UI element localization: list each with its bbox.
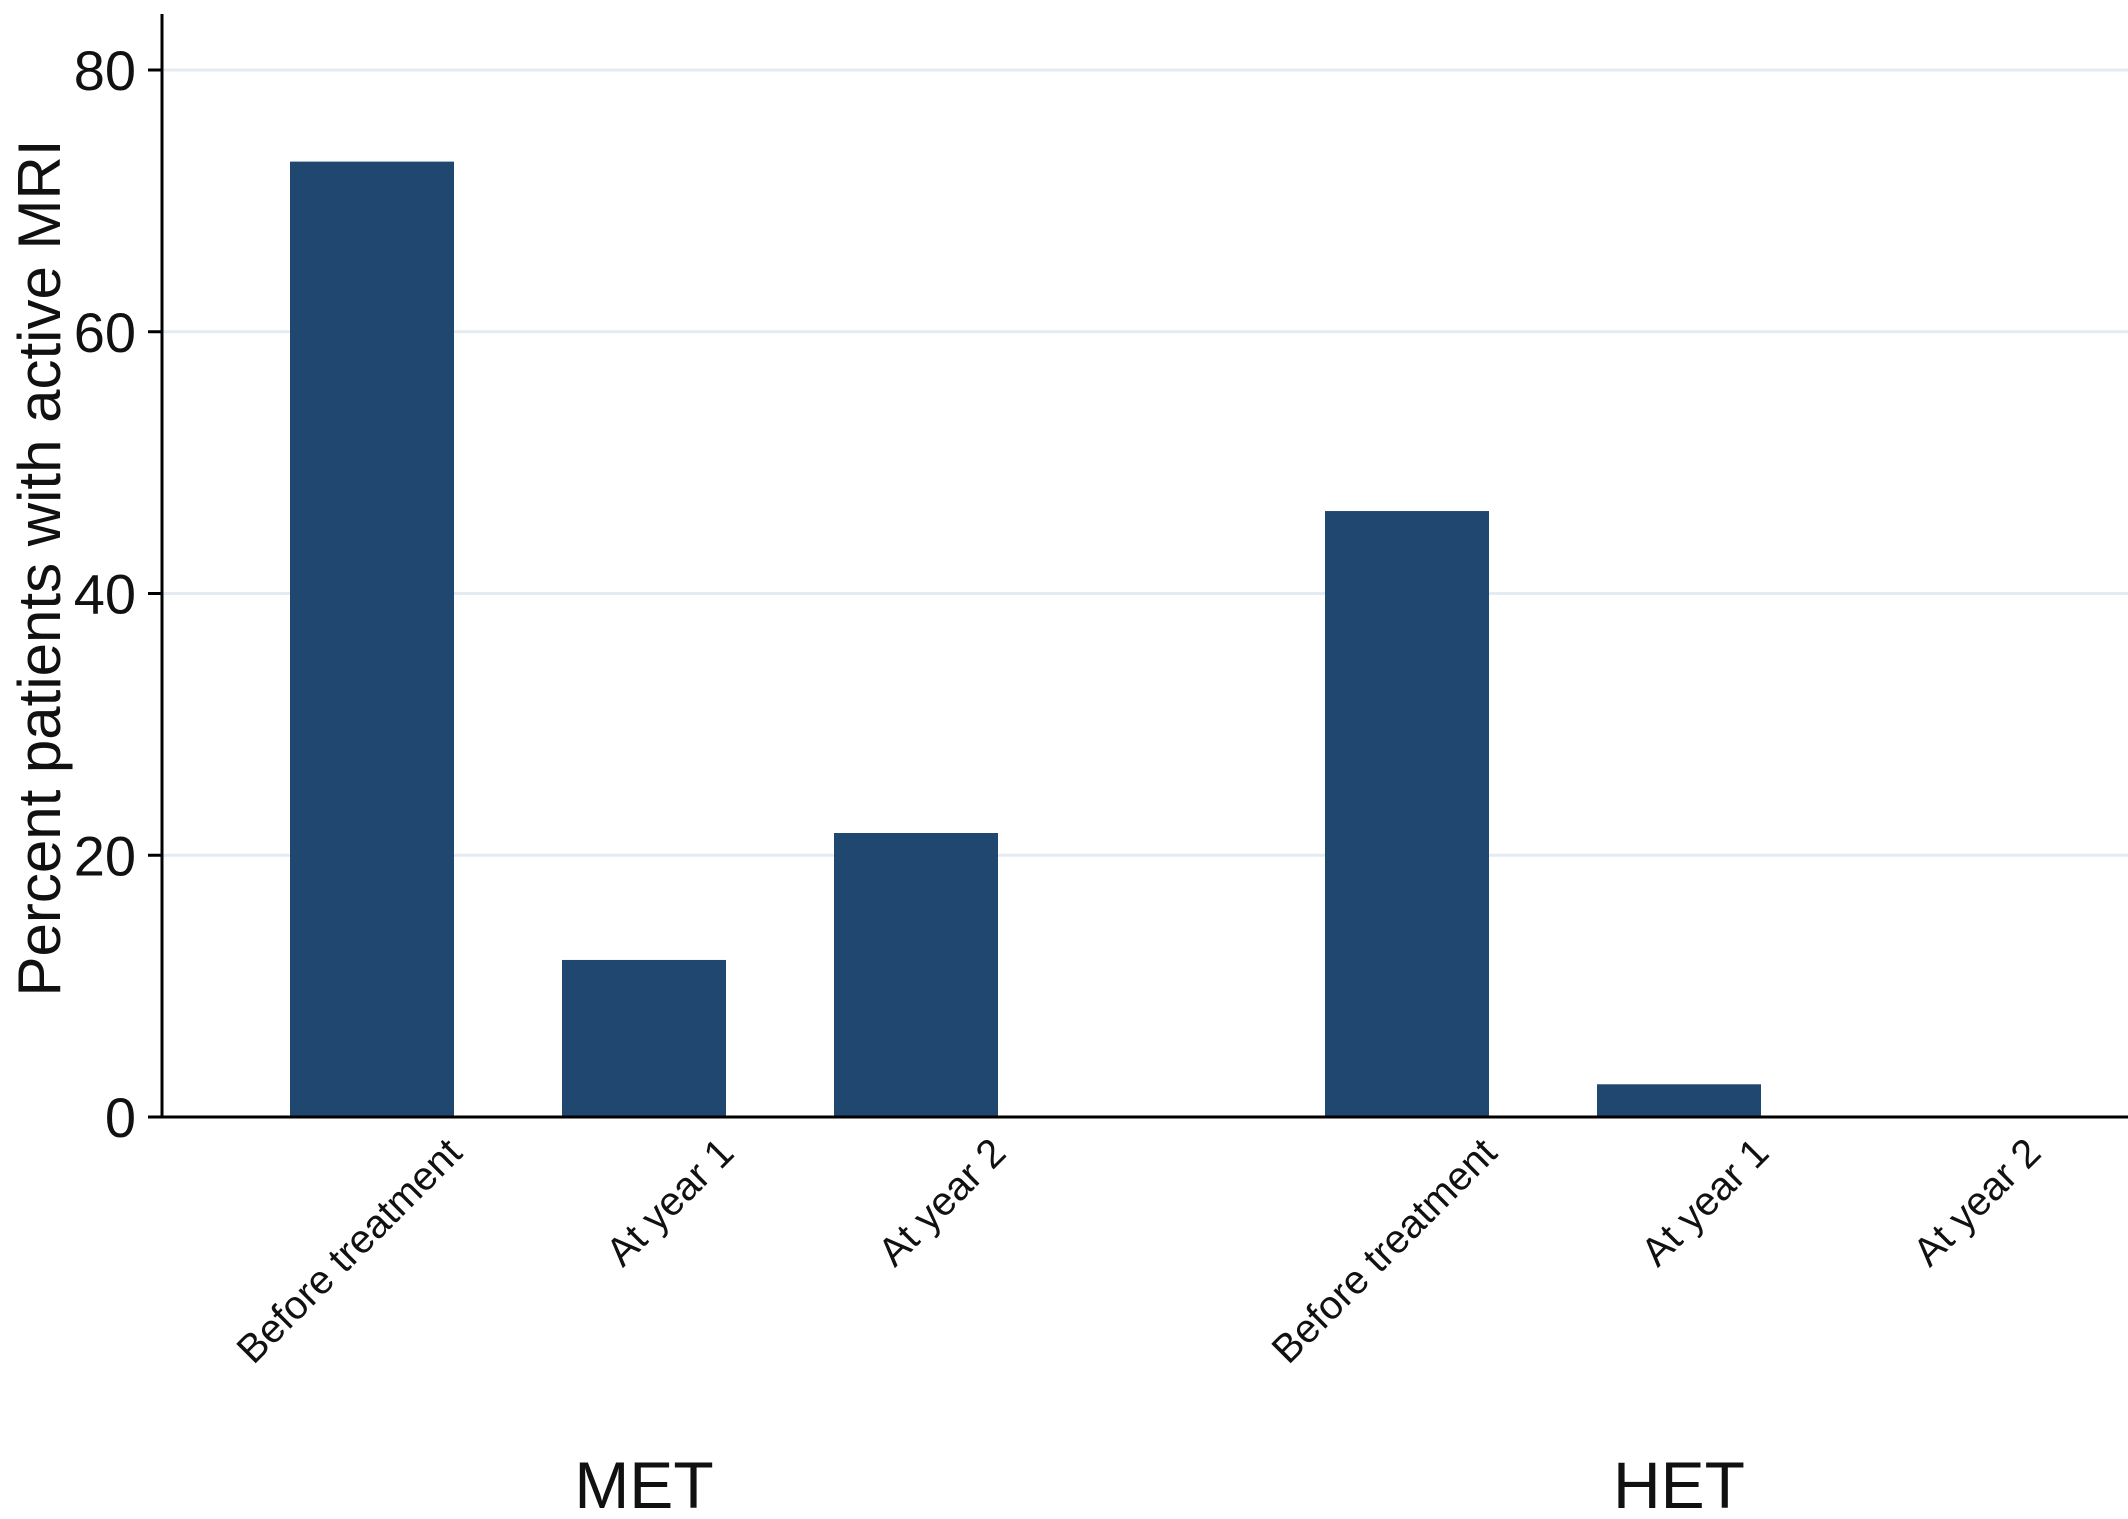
y-tick-label: 0 [105,1086,136,1149]
category-label: Before treatment [1264,1130,1506,1372]
group-label: MET [574,1448,713,1519]
group-label: HET [1613,1448,1745,1519]
y-tick-label: 40 [74,563,136,626]
bar [1597,1084,1761,1117]
y-tick-label: 60 [74,301,136,364]
y-ticks: 0 20 40 60 80 [74,39,162,1149]
bar [562,959,726,1117]
category-label: Before treatment [229,1130,471,1372]
y-axis-title: Percent patients with active MRI [6,139,73,996]
group-labels: MET HET [574,1448,1745,1519]
bar [834,833,998,1117]
bar [1325,511,1489,1118]
bar [290,161,454,1118]
category-labels: Before treatment At year 1 At year 2 Before… [229,1130,2050,1372]
category-label: At year 1 [1633,1130,1777,1274]
bars [290,161,1761,1118]
y-tick-label: 80 [74,39,136,102]
y-tick-label: 20 [74,824,136,887]
gridlines [162,68,2128,857]
category-label: At year 2 [1905,1130,2049,1274]
category-label: At year 1 [598,1130,742,1274]
category-label: At year 2 [870,1130,1014,1274]
